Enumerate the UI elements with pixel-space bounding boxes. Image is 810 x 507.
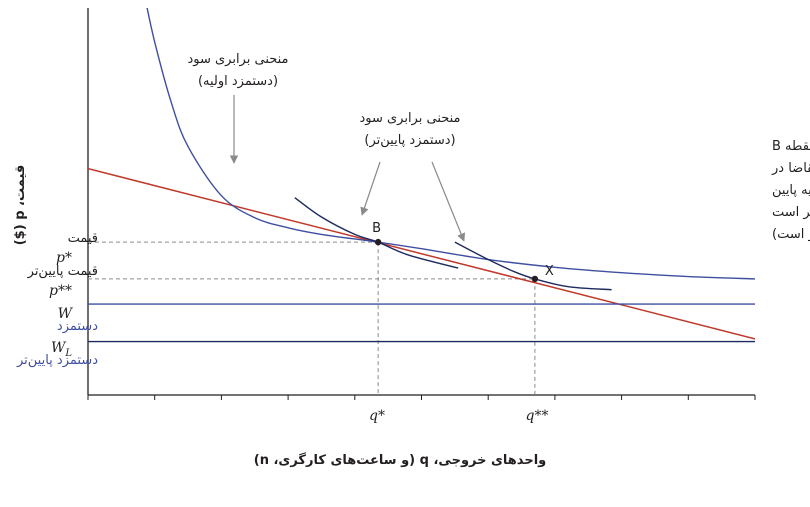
lower-wage-label: دستمزد پایین‌تر bbox=[16, 353, 98, 368]
y-axis-title: قیمت، p ($) bbox=[13, 165, 28, 246]
y-tick-p-double-star: p** bbox=[49, 283, 72, 299]
arrow-iso-lower-right bbox=[431, 161, 466, 242]
annotation-iso-initial-line1: منحنی برابری سود bbox=[187, 52, 288, 67]
annotation-demand-line3: نقطه B در سطح قیمتی اولیه پایین bbox=[772, 183, 810, 198]
x-tick-q-star: q* bbox=[369, 408, 385, 424]
annotation-demand-line1: تقاضای کل پایین در نقطه B bbox=[772, 139, 810, 154]
points-layer: BX bbox=[372, 221, 554, 283]
arrow-iso-lower-left bbox=[360, 161, 381, 216]
point-X bbox=[531, 275, 539, 283]
annotation-iso-lower-line2: (دستمزد پایین‌تر) bbox=[364, 133, 455, 148]
guides bbox=[88, 241, 536, 395]
price-label: قیمت bbox=[68, 231, 98, 246]
x-tick-q-double-star: q** bbox=[526, 408, 549, 424]
series-isoprofit-initial bbox=[146, 8, 755, 280]
point-label-B: B bbox=[372, 221, 381, 236]
series-isoprofit-lower-2 bbox=[454, 241, 612, 291]
annotation-demand-line2: منحنی تقاضا (منحنی تقاضا در bbox=[771, 161, 810, 176]
y-tick-w: W bbox=[58, 306, 74, 322]
lower-price-label: قیمت پایین‌تر bbox=[27, 264, 98, 279]
series-demand bbox=[88, 167, 755, 340]
point-label-X: X bbox=[545, 264, 554, 279]
annotation-demand-line4: است؛ اما در نقطه X بالاتر است bbox=[772, 205, 810, 220]
x-axis-title: واحدهای خروجی، q (و ساعت‌های کارگری، n) bbox=[254, 452, 546, 468]
annotation-demand-line5: زیرا سطح قیمت پایین تر است) bbox=[772, 227, 810, 242]
annotation-iso-lower-line1: منحنی برابری سود bbox=[359, 111, 460, 126]
wage-label: دستمزد bbox=[57, 319, 98, 334]
series-isoprofit-lower bbox=[294, 197, 459, 269]
y-tick-p-star: p* bbox=[56, 250, 72, 266]
point-B bbox=[374, 238, 382, 246]
annotation-iso-initial-line2: (دستمزد اولیه) bbox=[198, 74, 278, 89]
x-minor-ticks bbox=[87, 395, 756, 400]
series-layer bbox=[88, 8, 755, 343]
